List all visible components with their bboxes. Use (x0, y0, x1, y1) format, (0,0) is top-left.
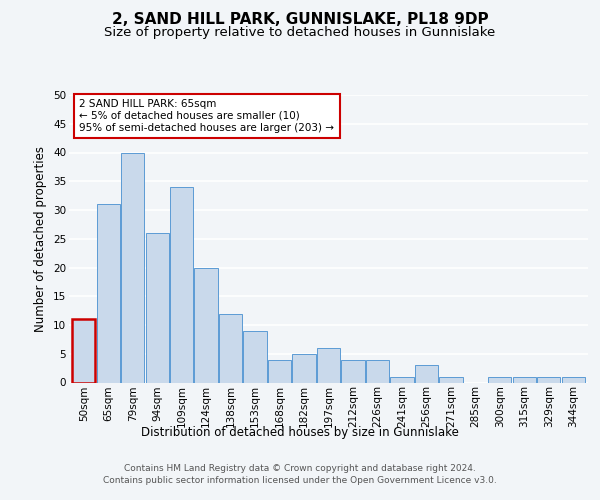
Bar (97, 204, 120, 382)
Bar (537, 377, 560, 382)
Bar (562, 377, 585, 382)
Bar (415, 365, 438, 382)
Bar (268, 360, 291, 382)
Bar (194, 268, 218, 382)
Text: Contains HM Land Registry data © Crown copyright and database right 2024.: Contains HM Land Registry data © Crown c… (124, 464, 476, 473)
Y-axis label: Number of detached properties: Number of detached properties (34, 146, 47, 332)
Text: 2, SAND HILL PARK, GUNNISLAKE, PL18 9DP: 2, SAND HILL PARK, GUNNISLAKE, PL18 9DP (112, 12, 488, 28)
Bar (391, 377, 413, 382)
Bar (146, 233, 169, 382)
Bar (219, 314, 242, 382)
Bar (72, 320, 95, 382)
Bar (341, 360, 365, 382)
Bar (366, 360, 389, 382)
Bar (513, 377, 536, 382)
Bar (121, 152, 144, 382)
Bar (170, 187, 193, 382)
Text: Distribution of detached houses by size in Gunnislake: Distribution of detached houses by size … (141, 426, 459, 439)
Text: Size of property relative to detached houses in Gunnislake: Size of property relative to detached ho… (104, 26, 496, 39)
Bar (439, 377, 463, 382)
Text: 2 SAND HILL PARK: 65sqm
← 5% of detached houses are smaller (10)
95% of semi-det: 2 SAND HILL PARK: 65sqm ← 5% of detached… (79, 100, 334, 132)
Bar (488, 377, 511, 382)
Bar (317, 348, 340, 382)
Text: Contains public sector information licensed under the Open Government Licence v3: Contains public sector information licen… (103, 476, 497, 485)
Bar (292, 354, 316, 382)
Bar (244, 331, 266, 382)
